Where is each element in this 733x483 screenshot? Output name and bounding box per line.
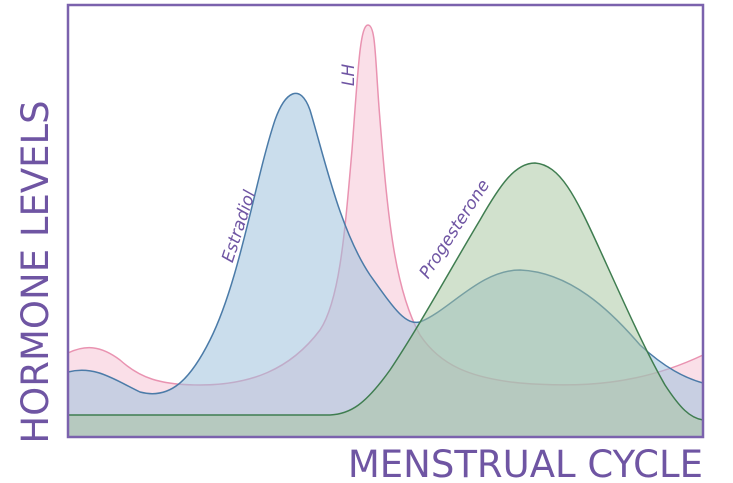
lh-label: LH	[339, 64, 359, 86]
plot-area	[66, 3, 705, 439]
x-axis-label: MENSTRUAL CYCLE	[348, 443, 703, 483]
y-axis-label: HORMONE LEVELS	[14, 100, 57, 443]
progesterone-curve	[67, 162, 704, 438]
plot-frame	[66, 3, 705, 439]
